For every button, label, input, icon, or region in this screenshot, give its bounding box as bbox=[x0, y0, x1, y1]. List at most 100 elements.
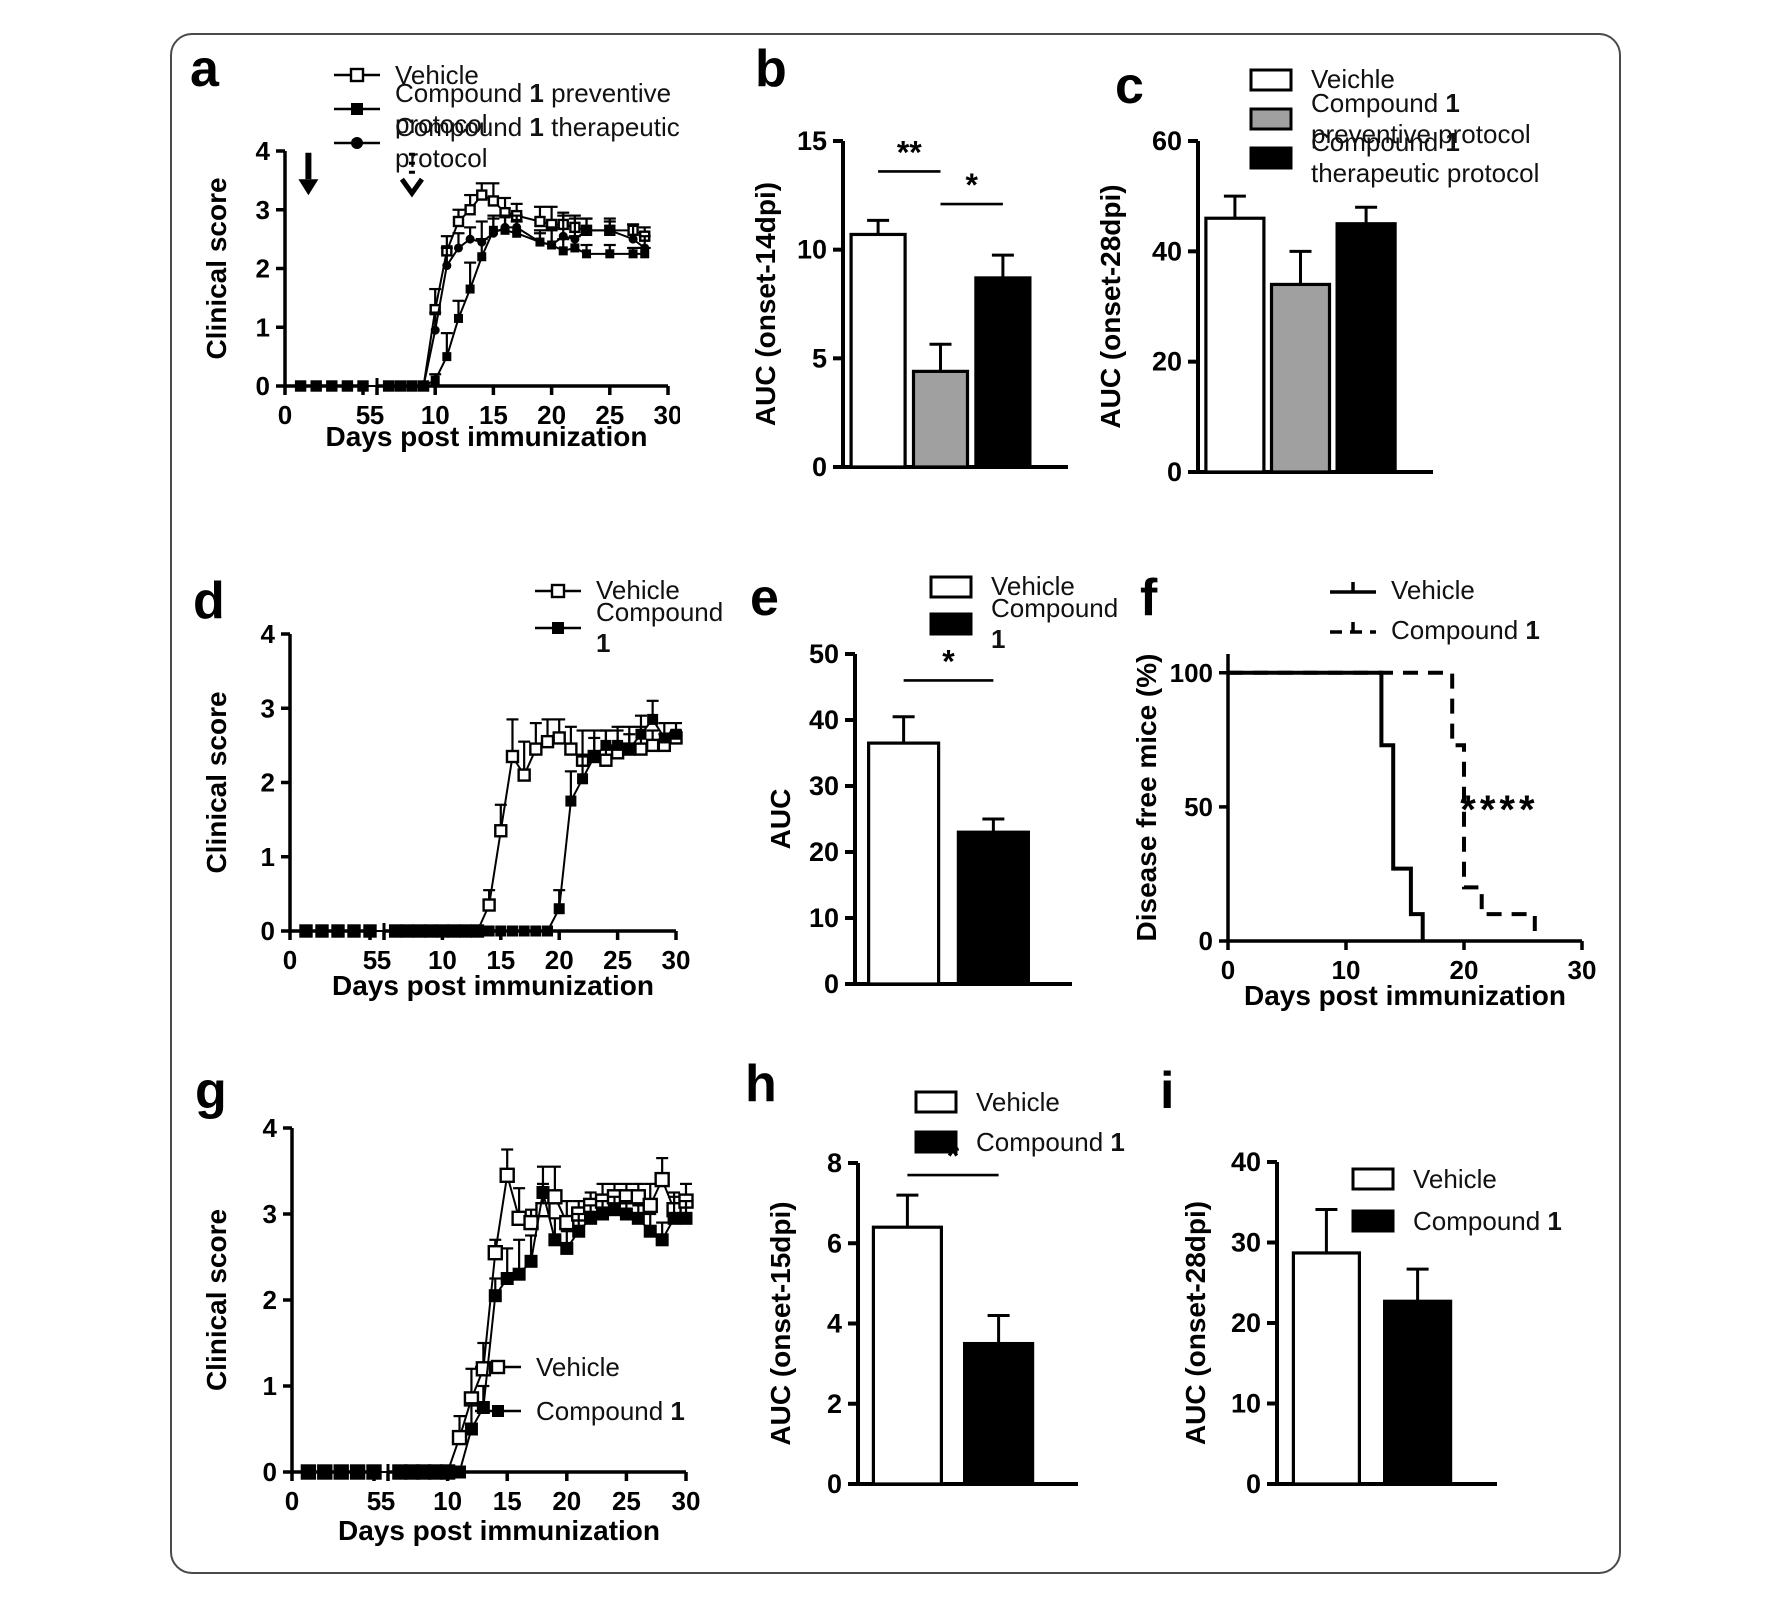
line-filled-circle-icon bbox=[334, 137, 380, 149]
legend-item: Compound 1 preventive protocol bbox=[1248, 88, 1565, 149]
legend-label: Compound 1 bbox=[1413, 1205, 1562, 1236]
legend-label: Compound 1 bbox=[536, 1395, 685, 1426]
panel-g: g Vehicle Compound 1 0 1 2 3 4 0 5 5 10 15 20 25 30 Da… bbox=[185, 1050, 705, 1565]
panel-i: i Vehicle Compound 1 0 10 20 30 40 AUC (onset-… bbox=[1125, 1050, 1585, 1515]
svg-text:25: 25 bbox=[612, 1486, 641, 1516]
legend-label: Vehicle bbox=[991, 571, 1075, 601]
legend-item: Compound 1 therapeutic protocol bbox=[332, 112, 685, 173]
svg-text:0: 0 bbox=[278, 400, 292, 430]
svg-text:30: 30 bbox=[654, 400, 680, 430]
legend-label: Vehicle bbox=[395, 59, 479, 90]
svg-text:25: 25 bbox=[603, 945, 632, 975]
svg-text:AUC (onset-28dpi): AUC (onset-28dpi) bbox=[1180, 1201, 1211, 1445]
svg-text:4: 4 bbox=[261, 619, 276, 649]
svg-text:25: 25 bbox=[595, 400, 624, 430]
panel-h-letter: h bbox=[745, 1055, 777, 1113]
svg-text:4: 4 bbox=[263, 1113, 278, 1143]
legend-item: Vehicle bbox=[928, 568, 1118, 605]
box-white-icon bbox=[929, 575, 973, 598]
svg-text:5: 5 bbox=[377, 945, 391, 975]
svg-text:AUC (onset-28dpi): AUC (onset-28dpi) bbox=[1095, 184, 1126, 428]
svg-text:2: 2 bbox=[256, 254, 270, 284]
box-gray-icon bbox=[1249, 107, 1293, 130]
svg-text:15: 15 bbox=[486, 945, 515, 975]
panel-c-legend: Veichle Compound 1 preventive protocol Com… bbox=[1248, 60, 1565, 188]
svg-text:10: 10 bbox=[797, 235, 827, 265]
legend-label: Vehicle bbox=[976, 1086, 1060, 1117]
svg-text:20: 20 bbox=[1450, 955, 1479, 985]
legend-label: Compound 1 therapeutic protocol bbox=[1311, 126, 1540, 188]
legend-label: Veichle bbox=[1311, 64, 1395, 94]
box-white-icon bbox=[1249, 68, 1293, 91]
svg-text:Days post immunization: Days post immunization bbox=[332, 970, 654, 1001]
svg-text:0: 0 bbox=[256, 371, 270, 401]
svg-text:8: 8 bbox=[827, 1148, 842, 1178]
panel-b-letter: b bbox=[755, 40, 787, 98]
svg-text:15: 15 bbox=[797, 126, 827, 156]
box-white-icon bbox=[1351, 1167, 1395, 1191]
svg-text:AUC (onset-14dpi): AUC (onset-14dpi) bbox=[750, 182, 781, 426]
panel-f-legend: Vehicle Compound 1 bbox=[1328, 570, 1540, 650]
svg-text:1: 1 bbox=[263, 1371, 277, 1401]
svg-text:50: 50 bbox=[809, 639, 839, 669]
svg-text:0: 0 bbox=[263, 1457, 277, 1487]
svg-text:Days post immunization: Days post immunization bbox=[338, 1515, 660, 1546]
legend-item: Compound 1 preventive protocol bbox=[332, 78, 685, 139]
line-solid-tick-icon bbox=[1330, 582, 1376, 594]
svg-text:4: 4 bbox=[256, 136, 271, 166]
svg-text:20: 20 bbox=[1152, 347, 1182, 377]
svg-text:15: 15 bbox=[479, 400, 508, 430]
legend-item: Compound 1 therapeutic protocol bbox=[1248, 127, 1565, 188]
svg-text:AUC (onset-15dpi): AUC (onset-15dpi) bbox=[765, 1201, 796, 1445]
svg-text:*: * bbox=[947, 1138, 960, 1174]
svg-text:3: 3 bbox=[256, 195, 270, 225]
panel-d: d Vehicle Compound 1 0 1 2 3 4 0 5 5 10 15 20 25 30 Da… bbox=[185, 560, 723, 1020]
svg-text:30: 30 bbox=[662, 945, 690, 975]
legend-label: Compound 1 bbox=[991, 592, 1119, 654]
svg-text:0: 0 bbox=[283, 945, 297, 975]
svg-text:**: ** bbox=[897, 134, 922, 170]
svg-text:0: 0 bbox=[827, 1469, 842, 1499]
legend-item: Compound 1 bbox=[473, 1389, 685, 1433]
svg-text:5: 5 bbox=[356, 400, 370, 430]
svg-text:20: 20 bbox=[1231, 1308, 1261, 1338]
legend-label: Compound 1 bbox=[596, 596, 724, 658]
svg-text:Clinical score: Clinical score bbox=[201, 1209, 232, 1391]
legend-label: Vehicle bbox=[536, 1351, 620, 1382]
panel-a: a Vehicle Compound 1 preventive protocol C… bbox=[185, 35, 685, 475]
panel-e-legend: Vehicle Compound 1 bbox=[928, 568, 1118, 654]
legend-label: Vehicle bbox=[1391, 574, 1475, 605]
legend-label: Compound 1 therapeutic protocol bbox=[395, 112, 680, 173]
svg-text:30: 30 bbox=[1568, 955, 1597, 985]
panel-a-letter: a bbox=[190, 40, 219, 98]
svg-text:40: 40 bbox=[1152, 236, 1182, 266]
svg-text:100: 100 bbox=[1170, 658, 1213, 688]
svg-text:4: 4 bbox=[827, 1309, 842, 1339]
panel-g-chart: 0 1 2 3 4 0 5 5 10 15 20 25 30 Days post immunization… bbox=[201, 1113, 700, 1546]
panel-i-chart: 0 10 20 30 40 AUC (onset-28dpi) bbox=[1180, 1147, 1497, 1499]
line-open-square-icon bbox=[334, 67, 380, 83]
legend-item: Compound 1 bbox=[928, 593, 1118, 654]
svg-text:0: 0 bbox=[824, 969, 839, 999]
box-black-icon bbox=[1351, 1209, 1395, 1233]
svg-text:5: 5 bbox=[367, 1486, 381, 1516]
svg-text:30: 30 bbox=[1231, 1228, 1261, 1258]
line-dashed-tick-icon bbox=[1330, 622, 1376, 634]
panel-e-chart: 0 10 20 30 40 50 AUC * bbox=[765, 639, 1072, 999]
svg-text:10: 10 bbox=[1231, 1389, 1261, 1419]
svg-text:30: 30 bbox=[672, 1486, 700, 1516]
svg-text:Clinical score: Clinical score bbox=[201, 177, 232, 359]
panel-c-chart: 0 20 40 60 AUC (onset-28dpi) bbox=[1095, 126, 1433, 487]
line-filled-square-icon bbox=[535, 621, 581, 634]
panel-e-letter: e bbox=[750, 569, 779, 627]
legend-item: Vehicle bbox=[473, 1345, 685, 1389]
panel-h: h Vehicle Compound 1 0 2 4 6 8 AUC (onset-15dp… bbox=[745, 1050, 1125, 1515]
svg-text:3: 3 bbox=[263, 1199, 277, 1229]
svg-text:Disease free mice (%): Disease free mice (%) bbox=[1131, 654, 1162, 942]
svg-text:0: 0 bbox=[812, 452, 827, 482]
svg-text:AUC: AUC bbox=[765, 789, 796, 850]
svg-text:2: 2 bbox=[263, 1285, 277, 1315]
line-open-square-icon bbox=[535, 583, 581, 598]
